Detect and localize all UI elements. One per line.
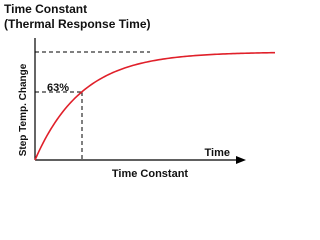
x-axis-label: Time Constant xyxy=(112,168,189,180)
x-axis-arrow xyxy=(236,156,246,164)
x-axis-end-label: Time xyxy=(205,147,230,159)
response-curve xyxy=(34,51,276,161)
y-axis-label: Step Temp. Change xyxy=(18,63,29,156)
subtitle: (Thermal Response Time) xyxy=(4,17,150,31)
marker-label: 63% xyxy=(47,82,69,94)
diagram: Time Constant (Thermal Response Time) 63… xyxy=(4,2,276,180)
title: Time Constant xyxy=(4,2,87,16)
